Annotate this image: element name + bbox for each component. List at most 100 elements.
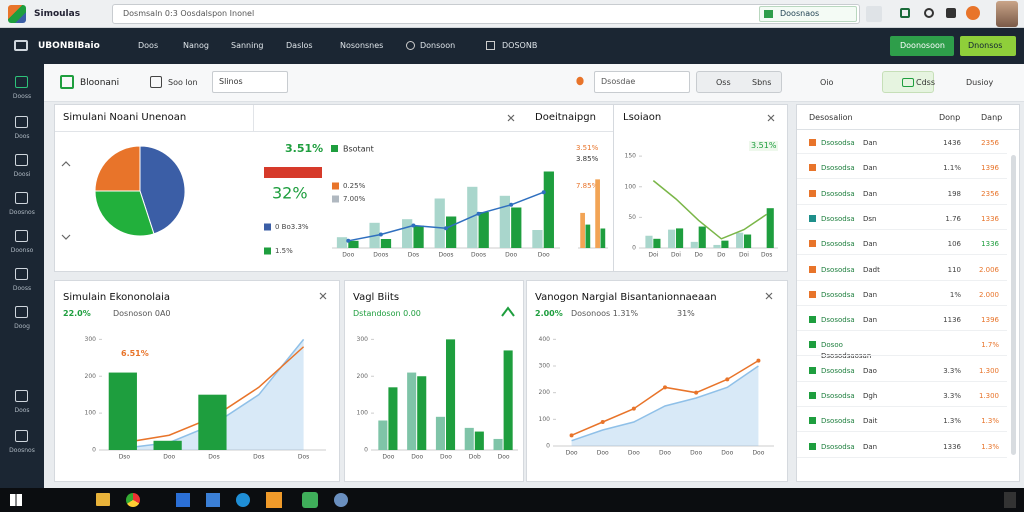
side-label[interactable]: Doosnos: [9, 209, 35, 216]
row-name[interactable]: Dsosodsa: [821, 214, 855, 223]
taskbar: [0, 488, 1024, 512]
side-icon[interactable]: [15, 76, 28, 88]
list-header[interactable]: Danp: [981, 113, 1003, 122]
stat: Dstandoson 0.00: [353, 309, 421, 318]
task-icon[interactable]: [266, 492, 282, 508]
row-swatch: [809, 214, 816, 222]
side-icon[interactable]: [15, 390, 28, 402]
row-change: 1.3%: [981, 417, 999, 426]
side-icon[interactable]: [15, 306, 28, 318]
row-divider: [797, 406, 1007, 407]
note: 6.51%: [121, 349, 149, 358]
row-name[interactable]: Dsosodsa: [821, 265, 855, 274]
nav-item[interactable]: Nosonsnes: [340, 41, 384, 50]
ext-icon[interactable]: [946, 8, 956, 18]
tool-button[interactable]: Oio: [820, 78, 834, 87]
list-header[interactable]: Desosalion: [809, 113, 853, 122]
row-swatch: [809, 366, 816, 374]
nav-item[interactable]: Doos: [138, 41, 159, 50]
notify[interactable]: [1004, 492, 1016, 508]
nav-button[interactable]: [960, 36, 1016, 56]
search-box[interactable]: Dsosdae: [594, 71, 690, 93]
sidebar: Dooss Doos Doosi Doosnos Doonso Dooss Doog Doos…: [0, 64, 44, 488]
tool-button[interactable]: Sbns: [752, 78, 772, 87]
bookmark-btn[interactable]: [866, 6, 882, 22]
nav-item[interactable]: DOSONB: [502, 41, 538, 50]
nav-item[interactable]: Daslos: [286, 41, 313, 50]
list-header[interactable]: Donp: [939, 113, 961, 122]
side-label[interactable]: Dooss: [12, 285, 32, 292]
row-divider: [797, 456, 1007, 458]
side-label[interactable]: Dooss: [12, 93, 32, 100]
side-label[interactable]: Doog: [14, 323, 30, 330]
tool-button[interactable]: Oss: [716, 78, 731, 87]
task-icon[interactable]: [302, 492, 318, 508]
row-name[interactable]: Dsosodsa: [821, 417, 855, 426]
avatar[interactable]: [996, 1, 1018, 27]
side-label[interactable]: Doos: [14, 407, 30, 414]
nav-item[interactable]: Sanning: [231, 41, 264, 50]
row-name[interactable]: Dsosodsa: [821, 392, 855, 400]
row-name[interactable]: Dsosodsa: [821, 290, 855, 299]
side-label[interactable]: Doos: [14, 133, 30, 140]
tool-button[interactable]: Cdss: [916, 78, 935, 87]
row-name[interactable]: Dsosodsa: [821, 316, 855, 325]
row-name[interactable]: Dsosodsa: [821, 139, 855, 147]
row-value: 110: [947, 265, 961, 274]
side-icon[interactable]: [15, 192, 28, 204]
row-value: 1.1%: [943, 164, 961, 173]
side-icon[interactable]: [15, 116, 28, 128]
ext-icon[interactable]: [924, 8, 934, 18]
open-btn[interactable]: Soo lon: [168, 78, 198, 87]
task-icon[interactable]: [96, 493, 110, 506]
profile-dot[interactable]: [966, 6, 980, 20]
side-icon[interactable]: [15, 268, 28, 280]
row-change: 1.3%: [981, 442, 999, 451]
task-icon[interactable]: [206, 493, 220, 507]
button-text[interactable]: Dnonsos: [968, 41, 1003, 50]
task-icon[interactable]: [176, 493, 190, 507]
side-icon[interactable]: [15, 430, 28, 442]
list-panel: Desosalion Donp Danp Dsosodsa Dan 1436 2356 Dso…: [796, 104, 1020, 482]
side-label[interactable]: Doosnos: [9, 447, 35, 454]
btn-bg: [882, 71, 934, 93]
stat: Dosonoos 1.31%: [571, 309, 639, 318]
side-label[interactable]: Doonso: [10, 247, 34, 254]
row-name[interactable]: Dosoo: [821, 341, 843, 350]
row-swatch: [809, 290, 816, 298]
row-name[interactable]: Dsosodsa: [821, 240, 855, 249]
badge: 3.51%: [749, 141, 779, 151]
scrollbar[interactable]: [1011, 155, 1016, 455]
address-bar[interactable]: Dosmsaln 0:3 Oosdalspon Inonel Doosnaos: [112, 4, 860, 24]
ext-icon[interactable]: [900, 8, 910, 18]
economy-panel: Simulain Ekononolaia 22.0% Dosnoson 0A0 …: [54, 280, 340, 482]
row-name[interactable]: Dsosodsa: [821, 189, 855, 198]
sheet-name[interactable]: Bloonani: [80, 78, 120, 88]
star-icon: [574, 74, 586, 88]
task-icon[interactable]: [334, 493, 348, 507]
row-tag: Dait: [863, 417, 878, 426]
row-tag: Dao: [863, 366, 877, 375]
nav-item[interactable]: Nanog: [183, 41, 209, 50]
task-icon[interactable]: [126, 493, 140, 507]
tab-chip[interactable]: Doosnaos: [759, 6, 857, 22]
start-btn[interactable]: [10, 494, 22, 506]
row-name[interactable]: Dsosodsa: [821, 442, 855, 451]
row-divider: [797, 279, 1007, 281]
row-name[interactable]: Dsosodsa: [821, 164, 855, 173]
tool-button[interactable]: Dusioy: [966, 78, 994, 87]
side-icon[interactable]: [15, 230, 28, 242]
side-icon[interactable]: [15, 154, 28, 166]
nav-logo: [14, 40, 28, 51]
row-name[interactable]: Dsosodsa: [821, 366, 855, 375]
nav-item[interactable]: Donsoon: [420, 41, 456, 50]
button-text[interactable]: Doonosoon: [900, 41, 945, 50]
divider: [55, 131, 613, 132]
row-value: 1336: [943, 442, 961, 451]
side-label[interactable]: Doosi: [13, 171, 31, 178]
nav-button[interactable]: [890, 36, 954, 56]
task-icon[interactable]: [236, 493, 250, 507]
sheet-icon: [60, 75, 74, 89]
select[interactable]: Slinos: [212, 71, 288, 93]
tab-icon: [764, 10, 773, 18]
